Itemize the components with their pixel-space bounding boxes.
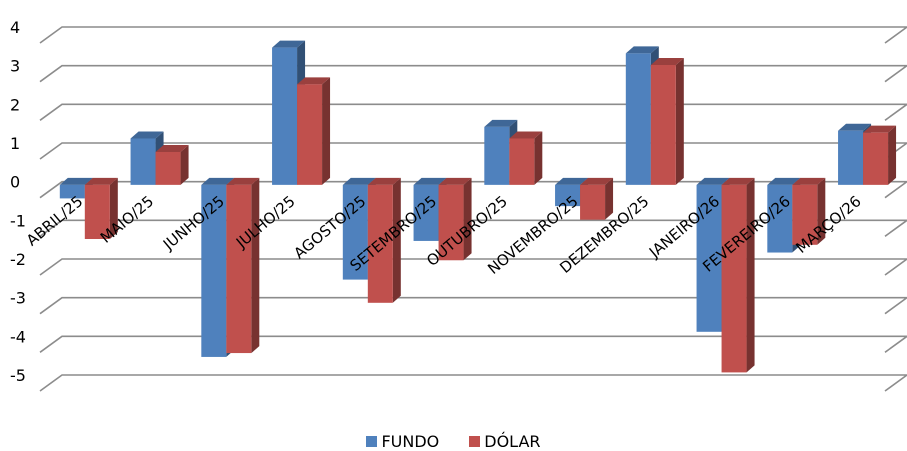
gridline	[39, 219, 907, 237]
y-tick-label: 2	[10, 95, 20, 114]
gridline	[39, 374, 907, 392]
gridline	[39, 258, 907, 276]
bar-dólar-2	[226, 177, 260, 354]
bar-dólar-3	[297, 77, 331, 185]
bar-dólar-8	[650, 58, 684, 185]
legend: FUNDO DÓLAR	[0, 432, 907, 451]
y-tick-label: 3	[10, 57, 20, 76]
y-axis: -5 -4 -3 -2 -1 0 1 2 3 4	[10, 18, 26, 385]
legend-item-dolar: DÓLAR	[469, 432, 541, 451]
legend-label-dolar: DÓLAR	[484, 432, 541, 451]
y-tick-label: 4	[10, 18, 20, 37]
bar-dólar-11	[863, 125, 897, 185]
legend-label-fundo: FUNDO	[381, 432, 440, 451]
gridline	[39, 103, 907, 121]
y-tick-label: 1	[10, 134, 20, 153]
y-tick-label: -5	[10, 366, 26, 385]
y-tick-label: -1	[10, 211, 26, 230]
bar-dólar-1	[155, 145, 189, 185]
y-tick-label: 0	[10, 173, 20, 192]
y-tick-label: -3	[10, 289, 26, 308]
bar-dólar-10	[792, 177, 826, 245]
bars	[59, 40, 897, 373]
legend-item-fundo: FUNDO	[366, 432, 439, 451]
y-tick-label: -2	[10, 250, 26, 269]
bar-dólar-0	[84, 177, 118, 239]
gridline	[39, 26, 907, 44]
bar-dólar-7	[580, 177, 614, 220]
gridline	[39, 64, 907, 83]
gridline	[39, 335, 907, 353]
bar-dólar-6	[509, 131, 543, 185]
legend-swatch-dolar	[469, 436, 481, 447]
bar-dólar-5	[438, 177, 472, 261]
bar-dólar-9	[721, 177, 755, 373]
y-tick-label: -4	[10, 327, 26, 346]
bar-dólar-4	[367, 177, 401, 303]
gridline	[39, 296, 907, 315]
legend-swatch-fundo	[366, 436, 378, 447]
